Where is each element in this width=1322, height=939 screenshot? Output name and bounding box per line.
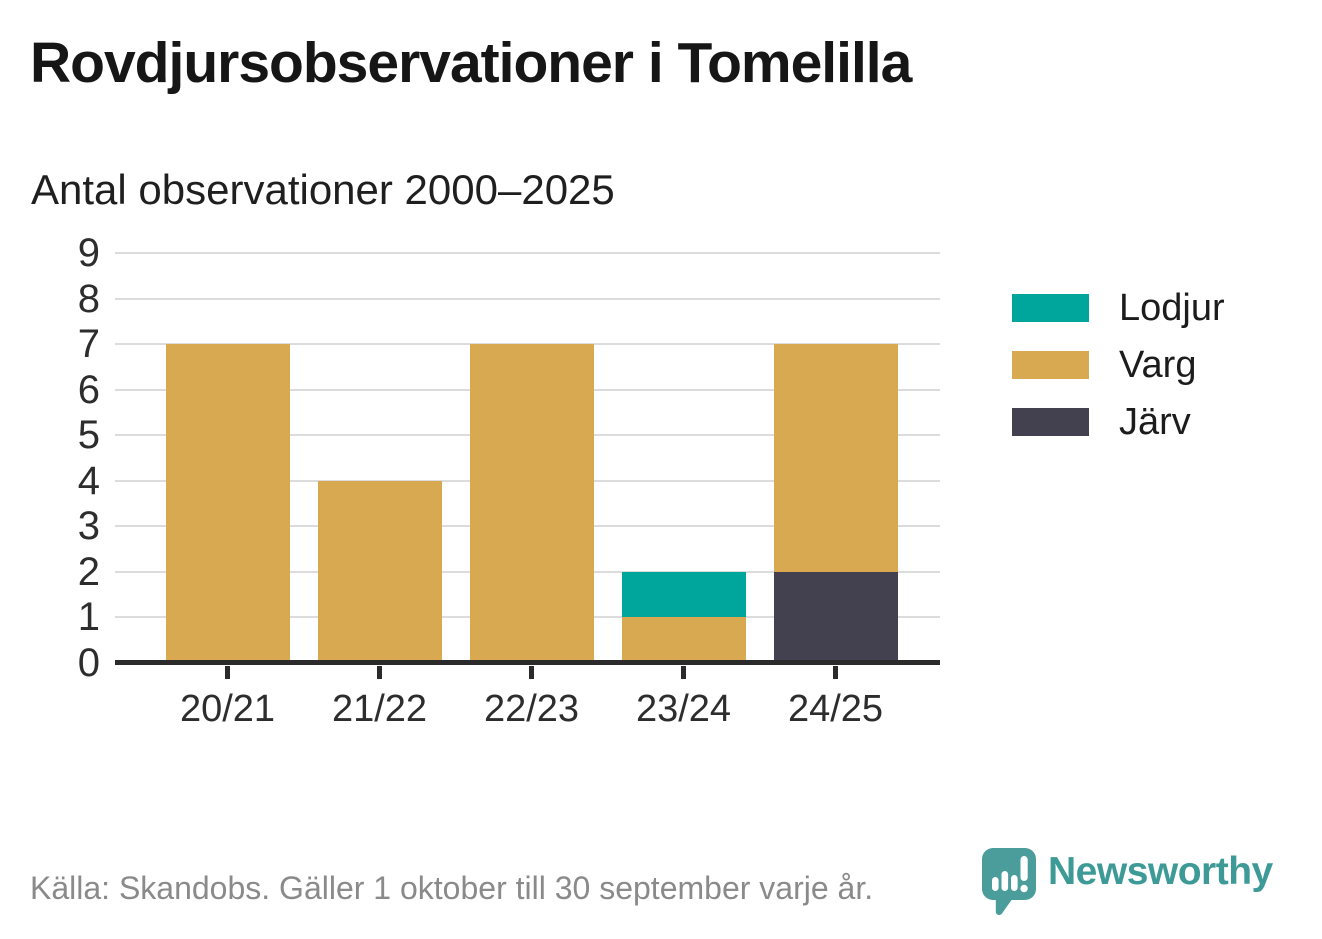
brand-name: Newsworthy xyxy=(1048,850,1273,893)
legend-label: Lodjur xyxy=(1119,287,1225,329)
x-tick-mark xyxy=(225,666,230,679)
gridline xyxy=(115,297,940,300)
x-axis-line xyxy=(115,660,940,665)
bar-segment-20-21-varg xyxy=(165,344,290,663)
y-tick-label: 5 xyxy=(77,413,100,458)
y-tick-label: 3 xyxy=(77,504,100,549)
y-tick-label: 1 xyxy=(77,595,100,640)
bar-segment-22-23-varg xyxy=(469,344,594,663)
legend: Lodjur Varg Järv xyxy=(1012,289,1225,465)
bar-segment-24-25-varg xyxy=(773,344,898,572)
newsworthy-logo-icon xyxy=(982,848,1036,915)
bar-segment-21-22-varg xyxy=(317,480,442,663)
y-tick-label: 4 xyxy=(77,458,100,503)
plot-area xyxy=(115,252,940,665)
y-tick-label: 6 xyxy=(77,367,100,412)
x-tick-mark xyxy=(529,666,534,679)
legend-swatch-järv xyxy=(1012,408,1089,436)
x-tick-mark xyxy=(833,666,838,679)
bar-segment-24-25-järv xyxy=(773,571,898,663)
x-tick-mark xyxy=(377,666,382,679)
x-axis-labels: 20/21 21/22 22/23 23/24 24/25 xyxy=(115,690,940,736)
y-tick-label: 2 xyxy=(77,549,100,594)
x-tick-label: 20/21 xyxy=(179,688,276,730)
x-tick-mark xyxy=(681,666,686,679)
x-tick-label: 22/23 xyxy=(483,688,580,730)
bar-segment-23-24-varg xyxy=(621,617,746,663)
legend-label: Järv xyxy=(1119,401,1191,443)
x-tick-label: 21/22 xyxy=(331,688,428,730)
legend-item-järv: Järv xyxy=(1012,403,1225,441)
legend-swatch-varg xyxy=(1012,351,1089,379)
legend-item-varg: Varg xyxy=(1012,346,1225,384)
logo-bubble-shape xyxy=(982,848,1036,915)
x-tick-label: 24/25 xyxy=(787,688,884,730)
source-note: Källa: Skandobs. Gäller 1 oktober till 3… xyxy=(30,870,874,906)
legend-item-lodjur: Lodjur xyxy=(1012,289,1225,327)
gridline xyxy=(115,252,940,254)
chart-subtitle: Antal observationer 2000–2025 xyxy=(31,166,615,213)
legend-swatch-lodjur xyxy=(1012,294,1089,322)
x-tick-label: 23/24 xyxy=(635,688,732,730)
y-tick-label: 8 xyxy=(77,276,100,321)
legend-label: Varg xyxy=(1119,344,1197,386)
y-tick-label: 9 xyxy=(77,231,100,275)
bar-segment-23-24-lodjur xyxy=(621,571,746,618)
y-tick-label: 7 xyxy=(77,322,100,367)
chart-title: Rovdjursobservationer i Tomelilla xyxy=(30,31,912,95)
x-axis-tick-marks xyxy=(115,666,940,680)
y-tick-label: 0 xyxy=(77,641,100,685)
brand-lockup: Newsworthy xyxy=(980,846,1273,918)
